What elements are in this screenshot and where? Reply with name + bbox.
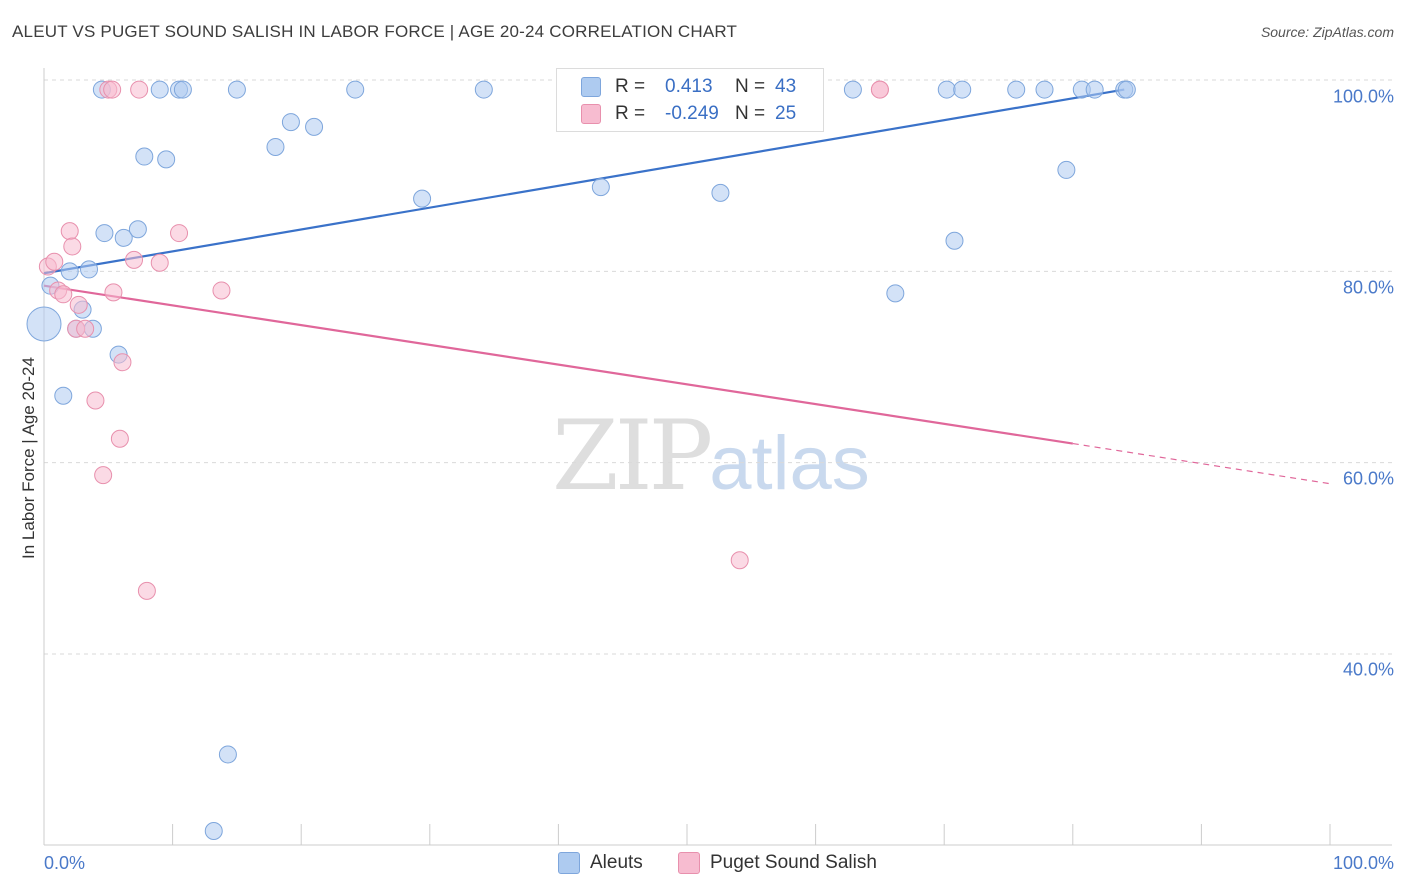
legend-label-aleuts: Aleuts (590, 852, 643, 873)
legend-row-aleuts: R = 0.413 N = 43 (581, 75, 796, 99)
point-salish (60, 222, 79, 241)
point-salish (730, 551, 749, 570)
point-aleut (937, 80, 956, 99)
legend-n-value: 25 (775, 103, 797, 124)
point-aleut (266, 137, 285, 156)
point-aleut (1035, 80, 1054, 99)
y-tick-label: 60.0% (1342, 468, 1394, 489)
point-salish (137, 581, 156, 600)
point-salish (63, 237, 82, 256)
point-salish (45, 252, 64, 271)
point-salish (54, 285, 73, 304)
legend-label-salish: Puget Sound Salish (710, 852, 877, 873)
point-aleut (474, 80, 493, 99)
legend-r-label: R = (615, 103, 646, 124)
legend-swatch-salish (581, 104, 601, 124)
x-tick-label: 100.0% (1332, 853, 1394, 873)
stats-legend: R = 0.413 N = 43 R = -0.249 N = 25 (556, 68, 824, 132)
legend-item-aleuts[interactable]: Aleuts (558, 852, 643, 874)
watermark-zip: ZIP (552, 400, 713, 512)
legend-n-value: 43 (775, 76, 797, 97)
point-aleut (227, 80, 246, 99)
trend-lines (43, 88, 1331, 485)
legend-n-label: N = (735, 76, 766, 97)
x-tick-label: 0.0% (44, 853, 86, 873)
y-tick-label: 100.0% (1332, 86, 1394, 107)
point-aleut (1117, 80, 1136, 99)
trend-line-salish (43, 284, 1073, 445)
legend-item-salish[interactable]: Puget Sound Salish (678, 852, 877, 874)
chart-title: ALEUT VS PUGET SOUND SALISH IN LABOR FOR… (12, 22, 738, 41)
legend-swatch-aleuts (581, 77, 601, 97)
point-aleut (150, 80, 169, 99)
axes (43, 68, 1392, 846)
y-tick-label: 80.0% (1342, 277, 1394, 298)
point-aleut (886, 284, 905, 303)
point-aleut (218, 745, 237, 764)
point-salish (125, 250, 144, 269)
point-salish (104, 283, 123, 302)
point-salish (76, 319, 95, 338)
point-aleut (953, 80, 972, 99)
point-aleut (1007, 80, 1026, 99)
legend-r-value: -0.249 (665, 103, 719, 124)
gridlines (44, 79, 1392, 655)
point-aleut (128, 220, 147, 239)
point-aleut (135, 147, 154, 166)
point-aleut (591, 178, 610, 197)
point-aleut (281, 113, 300, 132)
point-aleut (711, 183, 730, 202)
point-salish (110, 429, 129, 448)
point-aleut (173, 80, 192, 99)
point-aleut (95, 224, 114, 243)
point-aleut (413, 189, 432, 208)
point-aleut (54, 386, 73, 405)
point-salish (113, 353, 132, 372)
point-salish (170, 224, 189, 243)
point-salish (86, 391, 105, 410)
point-salish (94, 466, 113, 485)
source-label: Source: ZipAtlas.com (1260, 24, 1394, 40)
point-aleut (346, 80, 365, 99)
point-aleut (843, 80, 862, 99)
point-aleut (204, 821, 223, 840)
point-salish (870, 80, 889, 99)
point-aleut (80, 260, 99, 279)
y-tick-label: 40.0% (1342, 659, 1394, 680)
legend-n-label: N = (735, 103, 766, 124)
point-aleut (26, 306, 62, 342)
point-salish (150, 253, 169, 272)
trend-extension-salish (1072, 442, 1331, 485)
trend-line-aleut (43, 88, 1125, 275)
point-salish (103, 80, 122, 99)
point-aleut (945, 231, 964, 250)
data-points (26, 80, 1136, 840)
point-salish (212, 281, 231, 300)
watermark: ZIPatlas (552, 400, 870, 512)
legend-r-label: R = (615, 76, 646, 97)
legend-row-salish: R = -0.249 N = 25 (581, 102, 796, 126)
point-aleut (1057, 160, 1076, 179)
point-aleut (157, 150, 176, 169)
point-aleut (1085, 80, 1104, 99)
point-aleut (60, 262, 79, 281)
point-salish (69, 295, 88, 314)
point-salish (130, 80, 149, 99)
point-aleut (305, 117, 324, 136)
legend-r-value: 0.413 (665, 76, 713, 97)
legend-swatch-salish (678, 852, 700, 874)
point-aleut (114, 228, 133, 247)
watermark-atlas: atlas (709, 421, 870, 506)
legend-swatch-aleuts (558, 852, 580, 874)
